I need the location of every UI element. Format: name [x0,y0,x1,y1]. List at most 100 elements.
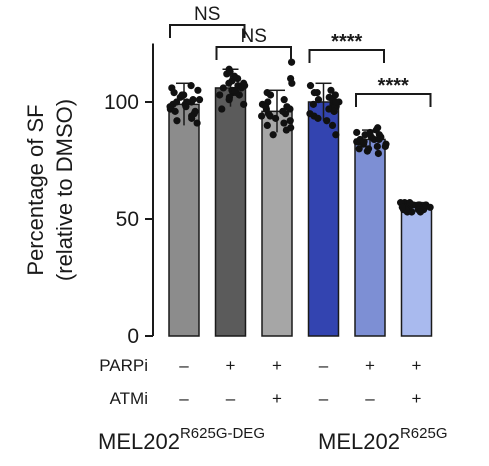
data-point [406,199,414,207]
significance-bracket [215,46,292,60]
condition-mark: – [365,389,375,408]
data-point [374,124,382,132]
y-tick-label: 50 [116,208,139,231]
y-axis-sublabel: (relative to DMSO) [52,99,77,281]
condition-row-label: ATMi [110,389,148,408]
data-point [306,82,315,90]
data-point [257,112,266,120]
data-point [309,100,317,108]
significance-bracket [169,24,246,38]
data-point [271,114,280,122]
axes: 0 50 100 [104,43,154,348]
group-labels: MEL202R625G-DEG MEL202R625G [98,425,447,454]
data-point [373,142,381,151]
condition-mark: + [272,356,282,375]
data-point [263,121,271,129]
data-point [231,86,239,94]
bars [166,58,434,337]
data-point [332,131,340,139]
data-point [262,103,270,111]
y-axis-label: Percentage of SF [23,104,48,275]
data-point [398,203,406,211]
condition-mark: + [272,389,282,408]
bar [214,87,247,337]
data-point [364,145,373,153]
data-point [280,119,288,127]
data-point [194,86,202,94]
data-point [287,124,295,132]
condition-table: PARPi – + + – + + ATMi – – + – – + [99,356,421,408]
bar [354,138,386,337]
data-point [173,117,181,125]
data-point [187,82,195,90]
data-point [332,98,340,106]
data-point [375,135,383,144]
data-point [182,103,190,111]
data-point [193,119,201,127]
data-point [328,121,337,129]
data-point [426,203,434,211]
data-point [225,65,233,73]
condition-row-label: PARPi [99,356,148,375]
data-point [355,145,363,153]
data-point [230,72,239,80]
condition-mark: – [319,389,329,408]
significance-label: **** [331,31,362,53]
data-point [416,208,425,216]
data-point [171,107,179,115]
data-point [366,128,374,137]
data-point [286,105,294,113]
data-point [286,117,294,125]
data-point [188,112,196,120]
data-point [269,131,277,139]
condition-mark: + [412,389,422,408]
y-tick-label: 0 [127,325,139,348]
data-point [216,91,224,99]
bar [307,101,340,337]
significance-label: **** [378,75,409,97]
data-point [374,149,382,158]
significance-annotations: NS NS **** **** [169,4,432,107]
data-point [240,100,248,108]
condition-mark: – [179,389,189,408]
data-point [310,89,318,97]
data-point [266,91,275,99]
condition-mark: – [319,356,329,375]
bar [261,110,293,337]
data-point [279,107,287,115]
condition-mark: + [226,356,236,375]
condition-mark: + [365,356,375,375]
significance-bracket [355,93,432,107]
condition-mark: + [412,356,422,375]
data-point [280,96,288,104]
data-point [353,128,361,137]
group-label: MEL202R625G-DEG [98,425,265,454]
data-point [225,93,234,101]
data-point [168,84,176,92]
data-point [241,82,249,90]
data-point [360,138,368,146]
data-point [331,91,339,99]
data-point [323,117,331,125]
significance-label: NS [241,26,267,47]
data-point [178,91,186,99]
data-point [314,114,322,122]
bar [168,103,200,337]
data-point [330,107,338,115]
data-point [287,58,296,66]
y-tick-label: 100 [104,91,139,114]
data-point [287,75,295,83]
bar [400,206,433,337]
group-label: MEL202R625G [318,425,447,454]
data-point [225,79,233,87]
data-point [195,96,204,104]
significance-bracket [308,49,385,63]
condition-mark: – [179,356,189,375]
data-point [306,110,314,118]
data-point [219,84,227,92]
condition-mark: – [226,389,236,408]
data-point [314,96,323,104]
data-point [218,105,226,113]
data-point [381,142,389,151]
